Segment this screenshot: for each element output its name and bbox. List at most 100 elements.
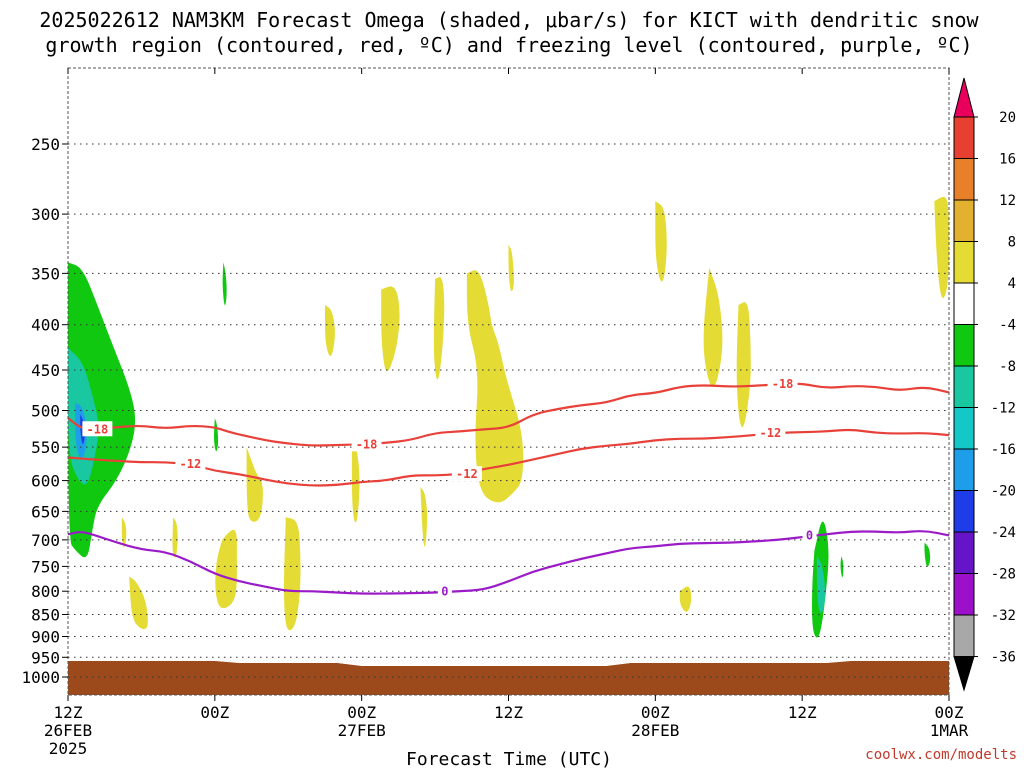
colorbar-label-10: -24 bbox=[991, 525, 1016, 541]
x-tick-label-6-0: 00Z bbox=[935, 703, 964, 722]
colorbar-label-6: -8 bbox=[999, 359, 1016, 375]
x-tick-label-6-1: 1MAR bbox=[930, 721, 969, 740]
x-tick-label-4-1: 28FEB bbox=[631, 721, 679, 740]
x-tick-label-4-0: 00Z bbox=[641, 703, 670, 722]
omega-region-up-weak-16 bbox=[325, 305, 335, 356]
colorbar-label-11: -28 bbox=[991, 567, 1016, 583]
omega-region-up-weak-26 bbox=[679, 586, 692, 612]
y-tick-label-450: 450 bbox=[31, 361, 60, 380]
colorbar-label-7: -12 bbox=[991, 401, 1016, 417]
x-tick-label-3-0: 12Z bbox=[494, 703, 523, 722]
colorbar-bin-0 bbox=[953, 77, 975, 118]
colorbar-label-1: 16 bbox=[999, 152, 1016, 168]
x-tick-label-2-0: 00Z bbox=[347, 703, 376, 722]
omega-region-up-weak-10 bbox=[129, 576, 148, 630]
colorbar-bin-2 bbox=[953, 158, 975, 201]
omega-region-up-weak-25 bbox=[736, 302, 751, 428]
y-tick-label-500: 500 bbox=[31, 402, 60, 421]
colorbar-bin-8 bbox=[953, 407, 975, 450]
x-tick-label-0-0: 12Z bbox=[54, 703, 83, 722]
y-tick-label-250: 250 bbox=[31, 135, 60, 154]
y-tick-label-700: 700 bbox=[31, 531, 60, 550]
omega-region-up-weak-14 bbox=[246, 447, 263, 522]
colorbar-label-5: -4 bbox=[999, 318, 1016, 334]
contour-label-bg-2-1 bbox=[802, 527, 817, 543]
y-tick-label-550: 550 bbox=[31, 438, 60, 457]
contour-label-bg-0-0 bbox=[82, 421, 113, 437]
omega-region-down-weak-8 bbox=[840, 556, 844, 578]
colorbar-label-13: -36 bbox=[991, 650, 1016, 666]
x-tick-label-2-1: 27FEB bbox=[338, 721, 386, 740]
pressure-axis: 250 300 350 400 450 500 550 600 650 700 750 800 850 9… bbox=[21, 135, 68, 687]
contour-label-0-2: -18 bbox=[772, 377, 794, 391]
omega-region-up-weak-13 bbox=[215, 529, 237, 609]
ground-surface bbox=[68, 661, 949, 695]
colorbar-bin-3 bbox=[953, 199, 975, 242]
omega-region-up-weak-11 bbox=[121, 517, 127, 548]
credit-text: coolwx.com/modelts bbox=[865, 747, 1017, 763]
omega-region-up-weak-21 bbox=[466, 270, 524, 503]
x-axis-label: Forecast Time (UTC) bbox=[406, 749, 612, 768]
y-tick-label-1000: 1000 bbox=[21, 668, 60, 687]
y-tick-label-400: 400 bbox=[31, 316, 60, 335]
omega-shading bbox=[68, 196, 949, 638]
y-tick-label-950: 950 bbox=[31, 648, 60, 667]
colorbar-bin-7 bbox=[953, 365, 975, 408]
colorbar-label-12: -32 bbox=[991, 608, 1016, 624]
contour-label-1-2: -12 bbox=[760, 426, 782, 440]
omega-region-up-weak-22 bbox=[508, 244, 514, 292]
omega-region-up-weak-12 bbox=[172, 517, 178, 558]
omega-region-down-weak-9 bbox=[924, 542, 931, 567]
colorbar-label-9: -20 bbox=[991, 484, 1016, 500]
y-tick-label-350: 350 bbox=[31, 264, 60, 283]
y-tick-label-900: 900 bbox=[31, 627, 60, 646]
omega-region-up-weak-20 bbox=[433, 277, 445, 380]
contours: -18 -18 -18 -12 -12 -12 0 0 bbox=[67, 376, 950, 599]
contour-label-1-1: -12 bbox=[456, 467, 478, 481]
x-tick-label-0-2: 2025 bbox=[49, 739, 88, 758]
contour-label-2-0: 0 bbox=[441, 585, 448, 599]
omega-region-down-mid-7 bbox=[816, 556, 825, 613]
colorbar-label-3: 8 bbox=[1008, 235, 1016, 251]
plot-area: -18 -18 -18 -12 -12 -12 0 0 bbox=[67, 67, 950, 696]
colorbar-bin-4 bbox=[953, 241, 975, 284]
colorbar-bin-6 bbox=[953, 324, 975, 367]
omega-region-down-weak-4 bbox=[222, 262, 227, 306]
y-tick-label-800: 800 bbox=[31, 582, 60, 601]
y-tick-label-750: 750 bbox=[31, 557, 60, 576]
y-tick-label-600: 600 bbox=[31, 472, 60, 491]
colorbar-bin-9 bbox=[953, 448, 975, 491]
contour-label-bg-1-0 bbox=[175, 456, 206, 472]
omega-region-up-weak-18 bbox=[351, 440, 360, 523]
colorbar-label-2: 12 bbox=[999, 193, 1016, 209]
omega-region-up-weak-15 bbox=[284, 517, 301, 631]
omega-region-up-weak-23 bbox=[655, 201, 667, 282]
chart-title-line1: 2025022612 NAM3KM Forecast Omega (shaded… bbox=[39, 8, 979, 32]
y-tick-label-850: 850 bbox=[31, 606, 60, 625]
contour-label-0-1: -18 bbox=[356, 437, 378, 451]
colorbar-bin-1 bbox=[953, 116, 975, 159]
colorbar-bin-11 bbox=[953, 531, 975, 574]
x-tick-label-0-1: 26FEB bbox=[44, 721, 92, 740]
contour-label-bg-1-1 bbox=[451, 466, 482, 482]
contour-label-0-0: -18 bbox=[87, 422, 109, 436]
omega-region-up-weak-27 bbox=[934, 196, 949, 299]
contour-label-2-1: 0 bbox=[806, 528, 813, 542]
colorbar: 20 16 12 8 4 -4 -8 -12 -16 -20 -24 -28 -32 -36 bbox=[953, 77, 1016, 692]
colorbar-bin-5 bbox=[953, 282, 975, 325]
colorbar-bin-12 bbox=[953, 573, 975, 616]
contour-line-2 bbox=[67, 530, 950, 595]
colorbar-label-0: 20 bbox=[999, 110, 1016, 126]
y-tick-label-650: 650 bbox=[31, 502, 60, 521]
x-tick-label-1-0: 00Z bbox=[200, 703, 229, 722]
omega-region-up-weak-17 bbox=[381, 286, 400, 371]
x-tick-label-5-0: 12Z bbox=[788, 703, 817, 722]
contour-label-1-0: -12 bbox=[180, 457, 202, 471]
y-tick-label-300: 300 bbox=[31, 205, 60, 224]
omega-region-up-weak-24 bbox=[703, 267, 723, 387]
colorbar-bin-14 bbox=[953, 656, 975, 692]
colorbar-bin-10 bbox=[953, 490, 975, 533]
contour-label-bg-1-2 bbox=[755, 424, 786, 440]
colorbar-label-4: 4 bbox=[1008, 276, 1016, 292]
